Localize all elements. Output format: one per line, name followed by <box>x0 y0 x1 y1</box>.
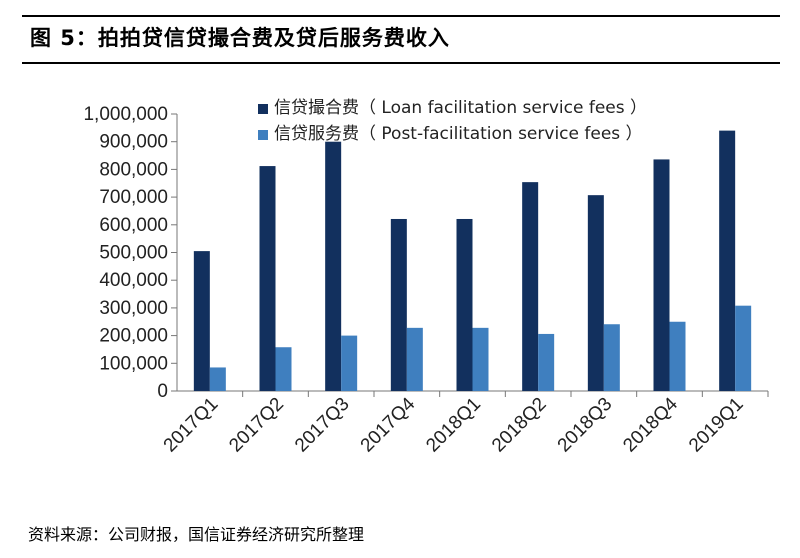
x-tick-label: 2017Q2 <box>225 394 288 457</box>
chart-legend: 信贷撮合费（ Loan facilitation service fees ） 信… <box>258 98 647 144</box>
bar-post-facilitation <box>406 327 423 391</box>
chart-bars <box>193 130 752 391</box>
title-top-rule <box>22 15 780 17</box>
bar-loan-facilitation <box>522 182 539 391</box>
x-tick-label: 2018Q1 <box>422 394 485 457</box>
bar-loan-facilitation <box>390 218 407 391</box>
y-tick-label: 300,000 <box>99 298 168 319</box>
bar-loan-facilitation <box>325 141 342 391</box>
x-tick-label: 2017Q3 <box>291 394 354 457</box>
y-tick-label: 900,000 <box>99 132 168 153</box>
source-note: 资料来源：公司财报，国信证券经济研究所整理 <box>28 525 365 544</box>
x-tick-label: 2018Q4 <box>619 393 682 456</box>
y-tick-label: 400,000 <box>99 270 168 291</box>
y-tick-label: 100,000 <box>99 353 168 374</box>
bar-post-facilitation <box>669 321 686 391</box>
x-tick-label: 2017Q1 <box>160 394 223 457</box>
legend-label: 信贷撮合费（ Loan facilitation service fees ） <box>274 98 647 118</box>
bar-post-facilitation <box>275 347 292 391</box>
y-tick-label: 0 <box>157 381 168 402</box>
legend-swatch <box>258 130 268 140</box>
bar-post-facilitation <box>472 327 489 391</box>
bar-post-facilitation <box>341 335 358 391</box>
y-tick-label: 200,000 <box>99 326 168 347</box>
bar-loan-facilitation <box>193 251 210 391</box>
bar-loan-facilitation <box>587 195 604 391</box>
legend-label: 信贷服务费（ Post-facilitation service fees ） <box>274 124 643 144</box>
bar-post-facilitation <box>735 305 752 391</box>
x-tick-label: 2018Q3 <box>554 394 617 457</box>
bar-post-facilitation <box>209 367 226 391</box>
x-tick-label: 2018Q2 <box>488 394 551 457</box>
y-tick-label: 700,000 <box>99 187 168 208</box>
y-tick-label: 1,000,000 <box>83 104 168 125</box>
bar-loan-facilitation <box>259 166 276 391</box>
bar-loan-facilitation <box>719 130 736 391</box>
figure-title: 图 5：拍拍贷信贷撮合费及贷后服务费收入 <box>30 26 450 50</box>
bar-loan-facilitation <box>456 218 473 391</box>
bar-chart: 0 100,000 200,000 300,000 400,000 500,000 600,… <box>83 98 769 457</box>
bar-post-facilitation <box>603 324 620 391</box>
x-tick-label: 2019Q1 <box>685 394 748 457</box>
title-bottom-rule <box>22 62 780 64</box>
y-tick-label: 800,000 <box>99 159 168 180</box>
bar-post-facilitation <box>538 333 555 391</box>
x-tick-label: 2017Q4 <box>357 393 420 456</box>
bar-loan-facilitation <box>653 159 670 391</box>
y-tick-label: 500,000 <box>99 243 168 264</box>
legend-swatch <box>258 104 268 114</box>
y-tick-label: 600,000 <box>99 215 168 236</box>
